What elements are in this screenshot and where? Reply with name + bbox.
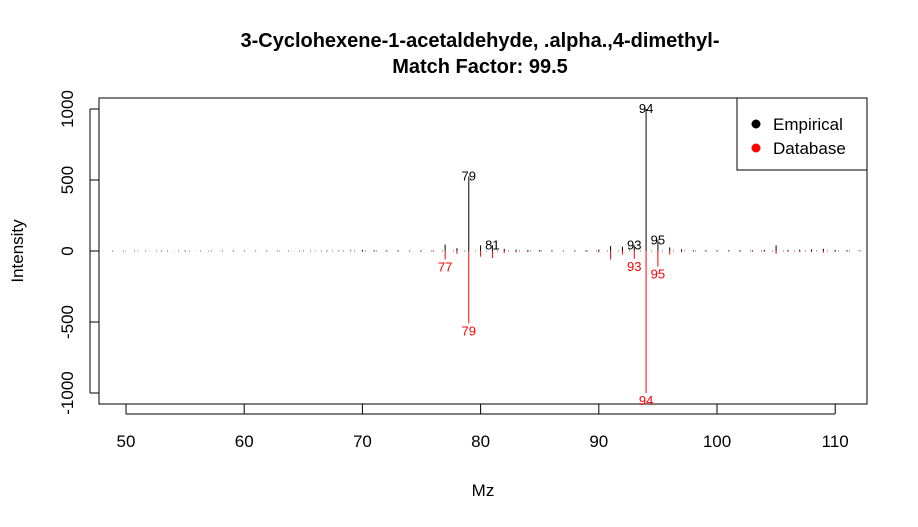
- legend-label-empirical: Empirical: [773, 115, 843, 134]
- empirical-peak-label: 94: [639, 101, 653, 116]
- x-axis-ticks: 50 60 70 80 90 100 110: [117, 404, 849, 451]
- y-tick-label: 500: [58, 166, 77, 194]
- y-axis-ticks: -1000 -500 0 500 1000: [58, 90, 99, 415]
- legend-marker-empirical: [751, 119, 761, 129]
- database-peak-label: 77: [438, 260, 452, 275]
- x-tick-label: 90: [589, 432, 608, 451]
- x-tick-label: 110: [822, 432, 849, 451]
- empirical-peak-label: 81: [485, 237, 499, 252]
- spectrum-bars: [101, 109, 860, 393]
- peak-labels: 79 81 93 94 95 77 79 93 94 95: [438, 101, 665, 408]
- y-axis-label: Intensity: [8, 219, 27, 283]
- chart-subtitle: Match Factor: 99.5: [392, 56, 568, 78]
- database-peak-label: 79: [462, 323, 476, 338]
- y-tick-label: -500: [58, 305, 77, 339]
- empirical-peak-label: 93: [627, 237, 641, 252]
- legend: Empirical Database: [736, 97, 868, 171]
- legend-label-database: Database: [773, 139, 846, 158]
- legend-marker-database: [751, 143, 761, 153]
- x-tick-label: 80: [471, 432, 490, 451]
- x-tick-label: 100: [703, 432, 731, 451]
- y-tick-label: -1000: [58, 371, 77, 414]
- y-tick-label: 0: [58, 246, 77, 255]
- plot-frame: [98, 97, 868, 405]
- x-tick-label: 50: [117, 432, 136, 451]
- x-axis-label: Mz: [472, 481, 495, 500]
- empirical-peak-label: 79: [462, 168, 476, 183]
- database-peak-label: 95: [651, 267, 665, 282]
- legend-box: [736, 97, 868, 171]
- y-tick-label: 1000: [58, 90, 77, 128]
- database-peak-label: 93: [627, 259, 641, 274]
- x-tick-label: 70: [353, 432, 372, 451]
- x-tick-label: 60: [235, 432, 254, 451]
- database-peak-label: 94: [639, 393, 653, 408]
- empirical-peak-label: 95: [651, 232, 665, 247]
- chart-title: 3-Cyclohexene-1-acetaldehyde, .alpha.,4-…: [240, 30, 719, 52]
